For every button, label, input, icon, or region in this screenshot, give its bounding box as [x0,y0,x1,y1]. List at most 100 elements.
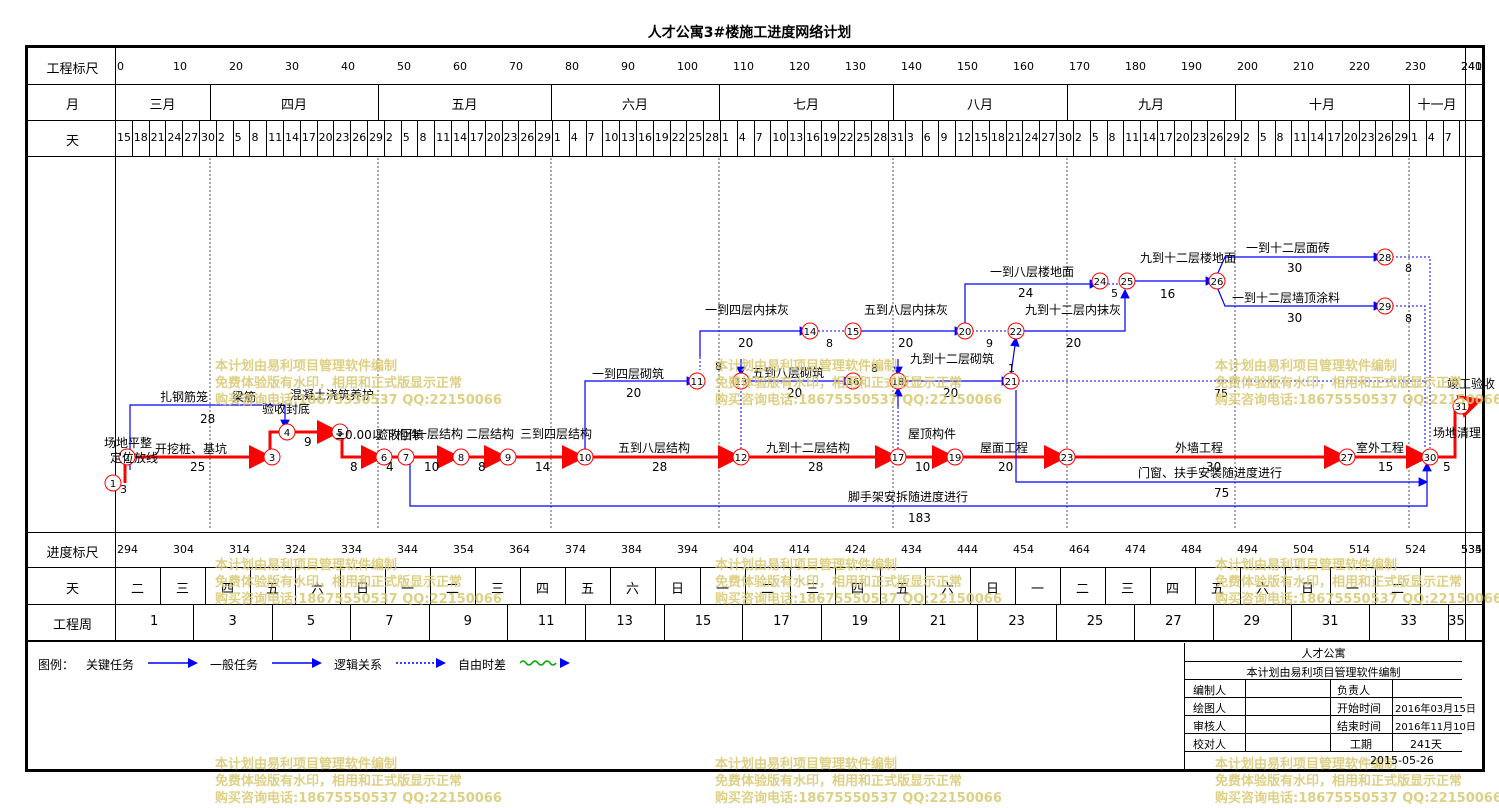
task-duration: 20 [998,460,1013,474]
day-cell: 24 [1024,131,1039,144]
day-cell: 7 [755,131,763,144]
task-label: 一到四层砌筑 [592,366,664,381]
svg-text:12: 12 [735,453,748,464]
day-cell: 2 [1242,131,1250,144]
task-label: 一到八层楼地面 [990,264,1074,279]
day-cell: 11 [1125,131,1140,144]
scale-tick: 241 [1461,60,1482,73]
progress-tick: 524 [1405,543,1426,556]
nodes: 1 2 3 4 5 6 7 8 9 10 11 12 13 14 15 16 1… [104,248,1470,492]
info-owner: 负责人 [1337,684,1370,697]
svg-text:4: 4 [284,428,290,439]
week-cell: 35 [1448,614,1465,629]
weekday-cell: 二 [445,582,459,597]
scale-tick: 70 [509,60,523,73]
task-duration: 14 [535,460,550,474]
info-note: 本计划由易利项目管理软件编制 [1246,666,1401,679]
svg-text:1: 1 [110,479,116,490]
weekday-cell: 二 [760,582,774,597]
node-27: 27 [1338,448,1356,466]
svg-text:14: 14 [804,327,817,338]
week-cell: 31 [1321,614,1339,629]
day-cell: 20 [486,131,501,144]
progress-tick: 374 [565,543,586,556]
weekday-cell: 六 [1255,582,1269,597]
day-cell: 10 [604,131,619,144]
progress-row-label: 进度标尺 [46,546,99,561]
svg-text:16: 16 [847,377,860,388]
node-10: 10 [576,448,594,466]
week-cell: 29 [1243,614,1261,629]
scale-tick: 0 [117,60,124,73]
task-label: 梁筋 [232,389,256,404]
task-duration: 28 [652,460,667,474]
task-duration: 75 [1214,486,1229,500]
day-cell: 26 [1377,131,1392,144]
progress-tick: 364 [509,543,530,556]
day-cell: 5 [1259,131,1267,144]
weekday-cell: 六 [625,582,639,597]
day-cell: 23 [503,131,518,144]
task-duration: 3 [120,483,127,496]
weekday-cell: 三 [490,582,504,597]
scale-tick: 220 [1349,60,1370,73]
scale-tick: 160 [1013,60,1034,73]
weekday-cell: 四 [220,582,234,597]
watermark: 本计划由易利项目管理软件编制 免费体验版有水印，相用和正式版显示正常 购买咨询电话:… [1215,558,1499,607]
progress-tick: 464 [1069,543,1090,556]
task-label: 五到八层结构 [618,440,690,455]
svg-text:6: 6 [381,453,387,464]
weekday-cell: 一 [715,582,729,597]
scale-tick: 110 [733,60,754,73]
progress-tick: 314 [229,543,250,556]
svg-text:11: 11 [691,377,704,388]
progress-tick: 294 [117,543,138,556]
svg-text:30: 30 [1424,453,1437,464]
month-cell: 七月 [792,98,819,113]
week-cell: 3 [228,614,237,629]
day-cell: 26 [352,131,367,144]
task-duration: 10 [915,460,930,474]
progress-tick: 334 [341,543,362,556]
task-duration: 9 [304,435,312,449]
slack-label: 75 [1214,387,1228,400]
node-15: 15 [844,322,862,340]
info-date: 2015-05-26 [1370,754,1434,767]
task-label: 一到四层内抹灰 [705,303,789,317]
task-label: 屋面工程 [980,440,1028,455]
node-14: 14 [801,322,819,340]
svg-text:8: 8 [458,453,464,464]
task-label: 屋顶构件 [908,426,956,441]
task-duration: 20 [787,386,802,400]
progress-tick: 434 [901,543,922,556]
watermark: 本计划由易利项目管理软件编制 免费体验版有水印，相用和正式版显示正常 购买咨询电话:… [1215,757,1499,806]
week-cell: 23 [1008,614,1025,629]
task-duration: 28 [200,412,215,426]
progress-tick: 535 [1461,543,1482,556]
day-cell: 1 [721,131,729,144]
task-duration: 30 [1287,311,1302,325]
day-cell: 29 [369,131,384,144]
svg-text:24: 24 [1094,277,1107,288]
scale-tick: 100 [677,60,698,73]
node-12: 12 [732,448,750,466]
task-label: 九到十二层内抹灰 [1025,303,1121,317]
progress-tick: 534 [1461,543,1482,556]
info-reviewer: 审核人 [1193,720,1226,733]
slack-label: 8 [826,337,833,350]
node-18: 18 [889,372,907,390]
weekday-cell: 日 [985,582,999,597]
scale-tick: 120 [789,60,810,73]
week-cell: 7 [385,614,394,629]
day-cell: 2 [1074,131,1082,144]
day-cell: 21 [150,131,165,144]
svg-text:27: 27 [1341,453,1354,464]
grid-line [25,156,1485,157]
weekday-cell: 五 [580,582,594,597]
day-cell: 19 [822,131,837,144]
scale-tick: 10 [173,60,187,73]
day-cell: 8 [251,131,259,144]
watermark: 本计划由易利项目管理软件编制 免费体验版有水印，相用和正式版显示正常 购买咨询电话:… [1215,359,1499,408]
scale-tick: 150 [957,60,978,73]
